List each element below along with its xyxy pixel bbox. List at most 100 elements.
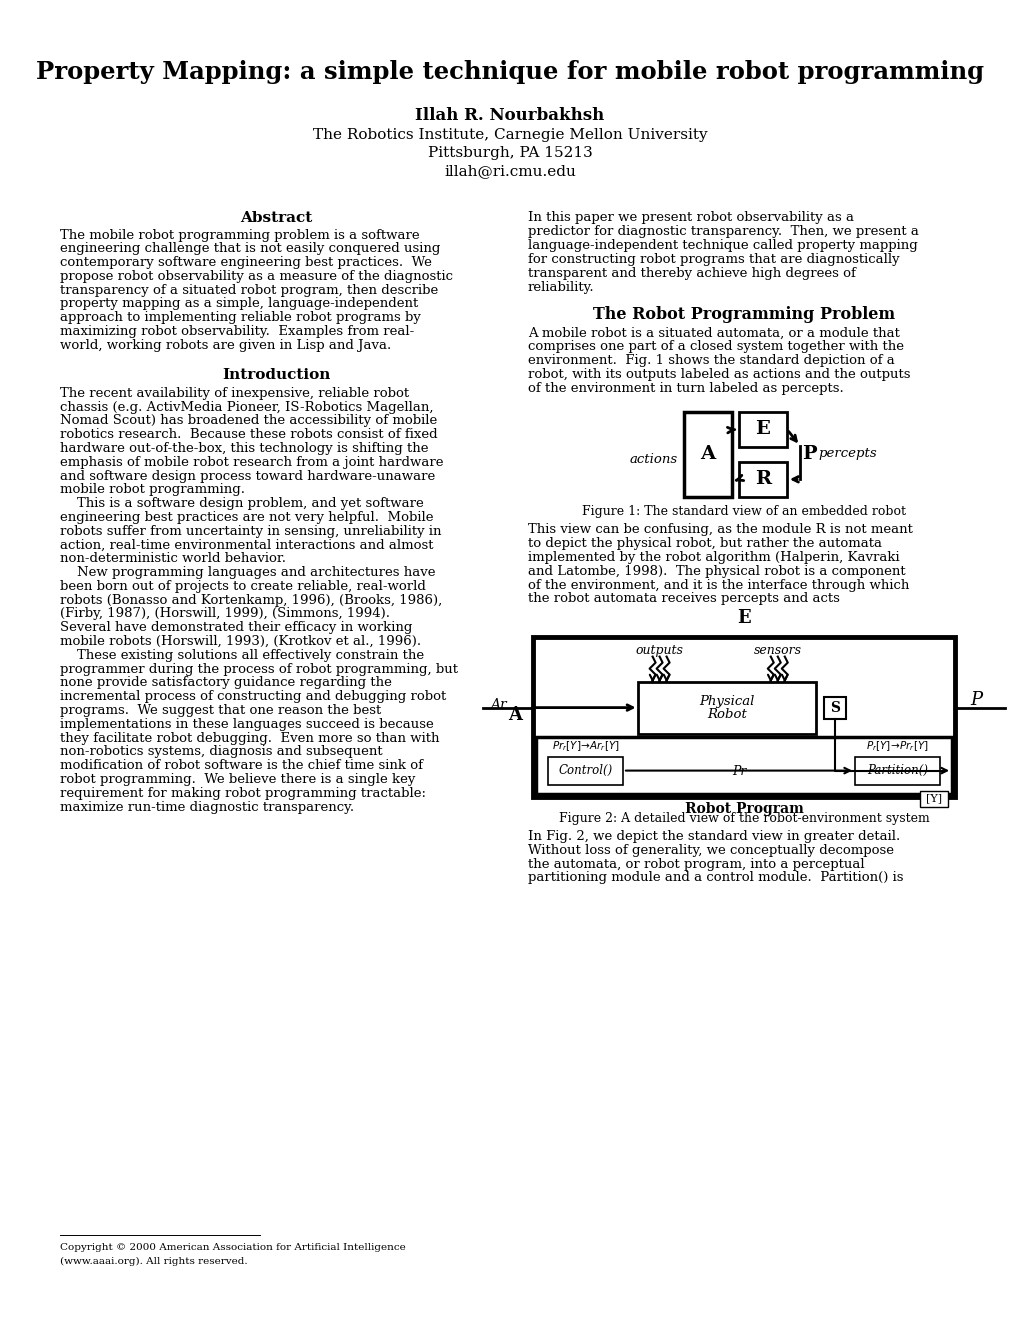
Text: hardware out-of-the-box, this technology is shifting the: hardware out-of-the-box, this technology…	[60, 442, 428, 455]
Text: P: P	[969, 690, 981, 709]
Text: modification of robot software is the chief time sink of: modification of robot software is the ch…	[60, 759, 423, 772]
Bar	[535, 737, 951, 793]
Text: non-deterministic world behavior.: non-deterministic world behavior.	[60, 552, 285, 565]
Text: The recent availability of inexpensive, reliable robot: The recent availability of inexpensive, …	[60, 387, 409, 400]
Text: Ar: Ar	[489, 697, 505, 711]
Text: the robot automata receives percepts and acts: the robot automata receives percepts and…	[528, 593, 839, 606]
Bar	[739, 412, 787, 446]
Text: Copyright © 2000 American Association for Artificial Intelligence: Copyright © 2000 American Association fo…	[60, 1243, 406, 1253]
Text: engineering challenge that is not easily conquered using: engineering challenge that is not easily…	[60, 243, 440, 255]
Text: to depict the physical robot, but rather the automata: to depict the physical robot, but rather…	[528, 537, 881, 550]
Text: New programming languages and architectures have: New programming languages and architectu…	[60, 566, 435, 579]
Text: predictor for diagnostic transparency.  Then, we present a: predictor for diagnostic transparency. T…	[528, 226, 918, 239]
Text: E: E	[755, 420, 769, 438]
Text: In this paper we present robot observability as a: In this paper we present robot observabi…	[528, 211, 853, 224]
Text: Property Mapping: a simple technique for mobile robot programming: Property Mapping: a simple technique for…	[36, 59, 983, 84]
Bar	[854, 756, 940, 784]
Text: mobile robot programming.: mobile robot programming.	[60, 483, 245, 496]
Text: Figure 1: The standard view of an embedded robot: Figure 1: The standard view of an embedd…	[582, 506, 905, 519]
Text: A: A	[507, 706, 522, 723]
Text: environment.  Fig. 1 shows the standard depiction of a: environment. Fig. 1 shows the standard d…	[528, 354, 894, 367]
Text: percepts: percepts	[817, 447, 875, 461]
Text: robot programming.  We believe there is a single key: robot programming. We believe there is a…	[60, 774, 415, 787]
Text: approach to implementing reliable robot programs by: approach to implementing reliable robot …	[60, 312, 421, 325]
Text: engineering best practices are not very helpful.  Mobile: engineering best practices are not very …	[60, 511, 433, 524]
Text: implementations in these languages succeed is because: implementations in these languages succe…	[60, 718, 433, 731]
Text: implemented by the robot algorithm (Halperin, Kavraki: implemented by the robot algorithm (Halp…	[528, 550, 899, 564]
Text: propose robot observability as a measure of the diagnostic: propose robot observability as a measure…	[60, 269, 452, 282]
Text: the automata, or robot program, into a perceptual: the automata, or robot program, into a p…	[528, 858, 864, 871]
Text: been born out of projects to create reliable, real-world: been born out of projects to create reli…	[60, 579, 426, 593]
Text: A mobile robot is a situated automata, or a module that: A mobile robot is a situated automata, o…	[528, 326, 899, 339]
Text: Pr: Pr	[731, 766, 746, 777]
Text: incremental process of constructing and debugging robot: incremental process of constructing and …	[60, 690, 446, 704]
Text: maximize run-time diagnostic transparency.: maximize run-time diagnostic transparenc…	[60, 801, 354, 813]
Text: This view can be confusing, as the module R is not meant: This view can be confusing, as the modul…	[528, 523, 912, 536]
Text: transparent and thereby achieve high degrees of: transparent and thereby achieve high deg…	[528, 267, 855, 280]
Text: robotics research.  Because these robots consist of fixed: robotics research. Because these robots …	[60, 428, 437, 441]
Text: [Y]: [Y]	[925, 793, 942, 804]
Text: Robot: Robot	[706, 708, 746, 721]
Text: Without loss of generality, we conceptually decompose: Without loss of generality, we conceptua…	[528, 843, 893, 857]
Text: Physical: Physical	[699, 696, 754, 708]
Text: sensors: sensors	[753, 644, 801, 657]
Text: P: P	[801, 445, 816, 463]
Bar	[739, 462, 787, 496]
Text: A: A	[700, 445, 715, 463]
Text: $P_r[Y]\!\rightarrow\!Pr_r[Y]$: $P_r[Y]\!\rightarrow\!Pr_r[Y]$	[865, 739, 928, 752]
Text: robots (Bonasso and Kortenkamp, 1996), (Brooks, 1986),: robots (Bonasso and Kortenkamp, 1996), (…	[60, 594, 442, 607]
Text: programs.  We suggest that one reason the best: programs. We suggest that one reason the…	[60, 704, 381, 717]
Text: of the environment in turn labeled as percepts.: of the environment in turn labeled as pe…	[528, 381, 843, 395]
Text: illah@ri.cmu.edu: illah@ri.cmu.edu	[443, 164, 576, 178]
Text: reliability.: reliability.	[528, 281, 594, 293]
Text: Robot Program: Robot Program	[684, 801, 803, 816]
Text: The Robotics Institute, Carnegie Mellon University: The Robotics Institute, Carnegie Mellon …	[313, 128, 706, 143]
Text: (www.aaai.org). All rights reserved.: (www.aaai.org). All rights reserved.	[60, 1257, 248, 1266]
Text: and software design process toward hardware-unaware: and software design process toward hardw…	[60, 470, 435, 483]
Text: language-independent technique called property mapping: language-independent technique called pr…	[528, 239, 917, 252]
Text: contemporary software engineering best practices.  We: contemporary software engineering best p…	[60, 256, 431, 269]
Text: Several have demonstrated their efficacy in working: Several have demonstrated their efficacy…	[60, 622, 412, 635]
Text: and Latombe, 1998).  The physical robot is a component: and Latombe, 1998). The physical robot i…	[528, 565, 905, 578]
Text: Pittsburgh, PA 15213: Pittsburgh, PA 15213	[427, 147, 592, 160]
Text: The mobile robot programming problem is a software: The mobile robot programming problem is …	[60, 228, 419, 242]
Text: Introduction: Introduction	[221, 368, 330, 383]
Text: property mapping as a simple, language-independent: property mapping as a simple, language-i…	[60, 297, 418, 310]
Text: maximizing robot observability.  Examples from real-: maximizing robot observability. Examples…	[60, 325, 414, 338]
Text: Nomad Scout) has broadened the accessibility of mobile: Nomad Scout) has broadened the accessibi…	[60, 414, 437, 428]
Text: outputs: outputs	[635, 644, 683, 657]
Text: they facilitate robot debugging.  Even more so than with: they facilitate robot debugging. Even mo…	[60, 731, 439, 744]
Bar	[684, 412, 732, 496]
Text: world, working robots are given in Lisp and Java.: world, working robots are given in Lisp …	[60, 339, 391, 352]
Bar	[919, 791, 947, 807]
Text: Illah R. Nourbakhsh: Illah R. Nourbakhsh	[415, 107, 604, 124]
Text: partitioning module and a control module.  Partition() is: partitioning module and a control module…	[528, 871, 903, 884]
Text: of the environment, and it is the interface through which: of the environment, and it is the interf…	[528, 578, 909, 591]
Text: Abstract: Abstract	[239, 211, 312, 224]
Text: chassis (e.g. ActivMedia Pioneer, IS-Robotics Magellan,: chassis (e.g. ActivMedia Pioneer, IS-Rob…	[60, 400, 433, 413]
Bar	[638, 681, 815, 734]
Text: for constructing robot programs that are diagnostically: for constructing robot programs that are…	[528, 253, 899, 265]
Text: emphasis of mobile robot research from a joint hardware: emphasis of mobile robot research from a…	[60, 455, 443, 469]
Text: mobile robots (Horswill, 1993), (Krotkov et al., 1996).: mobile robots (Horswill, 1993), (Krotkov…	[60, 635, 421, 648]
Bar	[547, 756, 623, 784]
Text: This is a software design problem, and yet software: This is a software design problem, and y…	[60, 498, 423, 510]
Bar	[823, 697, 845, 718]
Text: Partition(): Partition()	[866, 764, 927, 777]
Text: robots suffer from uncertainty in sensing, unreliability in: robots suffer from uncertainty in sensin…	[60, 525, 441, 537]
Text: action, real-time environmental interactions and almost: action, real-time environmental interact…	[60, 539, 433, 552]
Text: (Firby, 1987), (Horswill, 1999), (Simmons, 1994).: (Firby, 1987), (Horswill, 1999), (Simmon…	[60, 607, 389, 620]
Text: comprises one part of a closed system together with the: comprises one part of a closed system to…	[528, 341, 903, 354]
Text: In Fig. 2, we depict the standard view in greater detail.: In Fig. 2, we depict the standard view i…	[528, 830, 900, 843]
Text: none provide satisfactory guidance regarding the: none provide satisfactory guidance regar…	[60, 676, 391, 689]
Text: The Robot Programming Problem: The Robot Programming Problem	[592, 306, 895, 323]
Text: programmer during the process of robot programming, but: programmer during the process of robot p…	[60, 663, 458, 676]
Text: transparency of a situated robot program, then describe: transparency of a situated robot program…	[60, 284, 438, 297]
Text: S: S	[828, 701, 839, 714]
Text: $Pr_r[Y]\!\rightarrow\!Ar_r[Y]$: $Pr_r[Y]\!\rightarrow\!Ar_r[Y]$	[551, 739, 619, 752]
Text: Figure 2: A detailed view of the robot-environment system: Figure 2: A detailed view of the robot-e…	[558, 812, 928, 825]
Text: non-robotics systems, diagnosis and subsequent: non-robotics systems, diagnosis and subs…	[60, 746, 382, 759]
Bar	[533, 636, 954, 796]
Text: robot, with its outputs labeled as actions and the outputs: robot, with its outputs labeled as actio…	[528, 368, 910, 380]
Text: actions: actions	[630, 453, 678, 466]
